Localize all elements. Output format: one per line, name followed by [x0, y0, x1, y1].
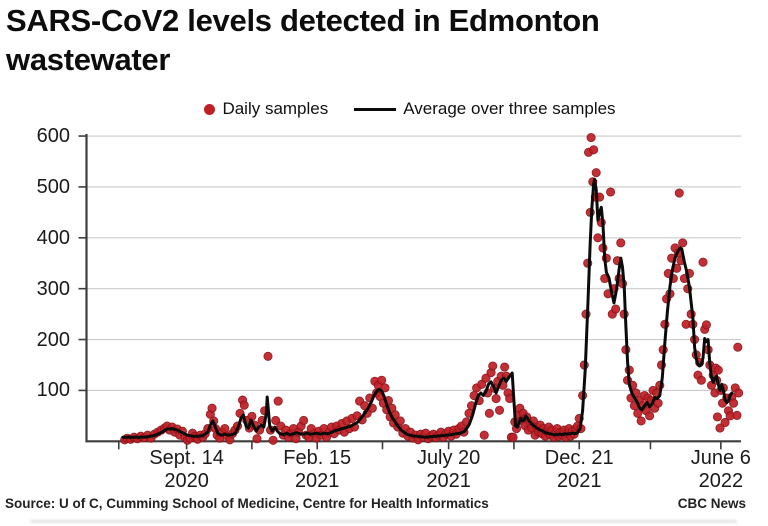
daily-sample-point — [271, 415, 281, 425]
y-tick-label-300: 300 — [36, 277, 70, 300]
daily-sample-point — [733, 342, 743, 352]
daily-sample-point — [591, 168, 601, 178]
bottom-progress-bar — [30, 520, 737, 523]
y-tick-label-600: 600 — [36, 125, 70, 148]
x-tick-year: 2021 — [426, 470, 471, 492]
daily-sample-point — [720, 417, 730, 428]
x-tick-date: Feb. 15 — [283, 447, 352, 469]
x-tick-label-july-20: July 20 2021 — [374, 447, 524, 493]
x-tick-year: 2022 — [698, 470, 744, 492]
chart-legend: Daily samples Average over three samples — [26, 96, 768, 122]
daily-sample-point — [698, 257, 708, 267]
daily-sample-point — [220, 424, 230, 434]
daily-sample-point — [500, 362, 510, 372]
daily-sample-point — [239, 400, 249, 410]
daily-sample-point — [715, 423, 725, 433]
average-line — [121, 177, 734, 439]
daily-sample-point — [488, 361, 498, 371]
daily-sample-point — [263, 351, 273, 361]
chart-title: SARS-CoV2 levels detected in Edmonton wa… — [6, 3, 600, 77]
x-tick-date: Sept. 14 — [149, 447, 224, 469]
y-tick-label-200: 200 — [36, 328, 70, 351]
daily-sample-point — [713, 365, 723, 375]
daily-sample-point — [732, 410, 742, 420]
source-row: Source: U of C, Cumming School of Medici… — [0, 496, 768, 514]
daily-sample-point — [616, 238, 626, 248]
daily-sample-point — [701, 320, 711, 330]
daily-sample-point — [494, 405, 505, 415]
black-line-icon — [354, 107, 397, 111]
daily-sample-point — [712, 412, 722, 422]
x-tick-label-feb-15: Feb. 15 2021 — [242, 447, 392, 493]
daily-sample-point — [589, 145, 599, 155]
x-tick-year: 2021 — [556, 470, 602, 492]
daily-sample-point — [299, 415, 309, 425]
source-text: Source: U of C, Cumming School of Medici… — [5, 496, 489, 511]
legend-label-daily-samples: Daily samples — [222, 99, 329, 118]
daily-sample-point — [593, 233, 603, 243]
daily-sample-point — [380, 383, 390, 393]
x-tick-label-june-6: June 6 2022 — [646, 447, 768, 493]
daily-sample-point — [633, 408, 643, 418]
daily-sample-point — [606, 187, 616, 197]
y-tick-label-100: 100 — [36, 379, 70, 402]
daily-sample-point — [611, 304, 621, 314]
y-tick-label-400: 400 — [36, 226, 70, 249]
daily-sample-point — [377, 375, 387, 385]
daily-sample-point — [678, 238, 688, 248]
daily-sample-point — [653, 398, 663, 408]
daily-sample-point — [484, 408, 494, 418]
y-tick-label-500: 500 — [36, 175, 70, 198]
daily-sample-point — [207, 403, 217, 413]
x-tick-label-dec-21: Dec. 21 2021 — [504, 447, 654, 493]
legend-item-average: Average over three samples — [354, 99, 616, 119]
legend-label-average: Average over three samples — [403, 99, 616, 118]
x-tick-label-sept-14: Sept. 14 2020 — [112, 447, 262, 493]
daily-sample-point — [479, 430, 489, 440]
daily-sample-point — [508, 432, 518, 442]
daily-sample-point — [645, 411, 655, 421]
daily-sample-point — [477, 379, 487, 389]
daily-sample-point — [696, 375, 706, 385]
daily-sample-point — [729, 398, 739, 408]
legend-item-daily-samples: Daily samples — [204, 99, 328, 119]
x-tick-date: July 20 — [416, 447, 481, 469]
daily-sample-point — [252, 434, 262, 444]
x-tick-year: 2020 — [164, 470, 209, 492]
daily-sample-point — [734, 388, 744, 398]
daily-sample-point — [674, 188, 684, 198]
x-tick-year: 2021 — [294, 470, 340, 492]
x-tick-date: Dec. 21 — [544, 447, 614, 469]
credit-text: CBC News — [677, 496, 746, 511]
x-tick-date: June 6 — [690, 447, 751, 469]
daily-sample-point — [481, 373, 491, 383]
red-dot-icon — [204, 103, 216, 115]
daily-sample-point — [268, 435, 278, 445]
daily-sample-point — [636, 416, 646, 426]
daily-sample-point — [586, 133, 596, 143]
daily-sample-point — [273, 396, 283, 406]
daily-sample-point — [491, 394, 501, 404]
